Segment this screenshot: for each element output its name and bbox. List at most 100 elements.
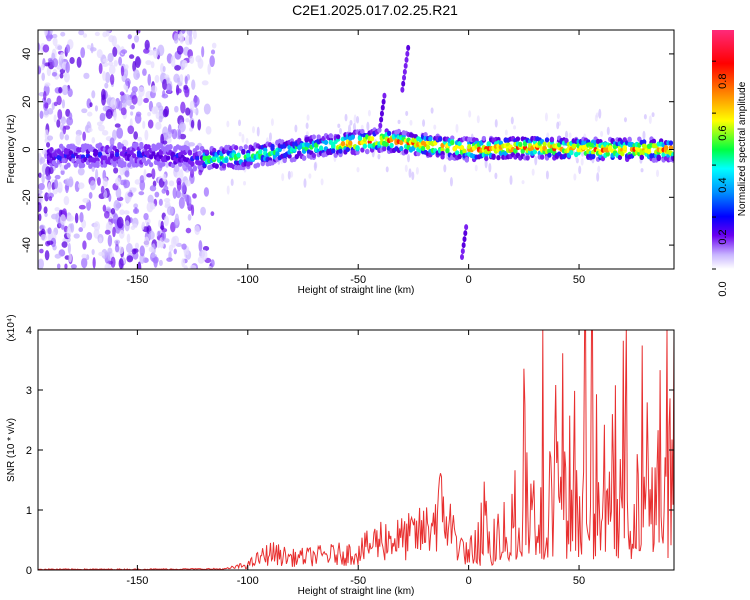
spectral-cell <box>47 108 54 115</box>
spectral-cell <box>578 165 582 175</box>
spectral-cell <box>185 227 192 234</box>
spectral-cell <box>151 168 156 180</box>
spectral-cell <box>450 135 455 141</box>
spectral-cell <box>108 64 116 75</box>
spectral-cell <box>352 122 356 132</box>
spectral-cell <box>123 210 130 215</box>
spectral-cell <box>651 112 655 118</box>
spectral-cell <box>94 105 99 112</box>
top-xtick-label: -150 <box>126 274 148 286</box>
spectral-cell <box>118 258 124 269</box>
spectral-cell <box>178 197 185 209</box>
colorbar-tick-label: 0.2 <box>717 229 729 244</box>
spectral-cell <box>568 132 572 139</box>
spectral-cell <box>43 206 48 214</box>
spectral-cell <box>189 127 193 132</box>
spectral-cell <box>53 114 57 123</box>
spectral-cell <box>542 141 547 147</box>
spectral-cell <box>173 248 177 255</box>
spectral-cell <box>337 123 341 129</box>
spectral-cell <box>379 110 384 117</box>
spectral-cell <box>408 168 412 178</box>
spectral-cell <box>454 150 460 156</box>
spectral-cell <box>153 256 158 268</box>
spectral-cell <box>166 206 174 216</box>
spectral-cell <box>639 154 644 160</box>
spectral-cell <box>189 264 197 269</box>
spectral-cell <box>360 128 365 135</box>
spectral-cell <box>115 187 122 199</box>
spectral-cell <box>113 109 117 121</box>
spectral-cell <box>179 133 187 140</box>
top-xtick-label: -100 <box>237 274 259 286</box>
spectral-cell <box>308 173 312 179</box>
spectral-cell <box>38 213 42 222</box>
spectral-cell <box>175 189 182 199</box>
spectral-cell <box>158 259 163 267</box>
spectral-cell <box>112 226 116 238</box>
spectral-cell <box>166 257 173 262</box>
spectral-cell <box>95 168 99 181</box>
spectral-cell <box>119 229 125 239</box>
spectral-cell <box>154 74 160 83</box>
spectral-cell <box>460 248 465 255</box>
spectral-cell <box>151 106 158 115</box>
spectral-cell <box>147 119 154 129</box>
spectral-cell <box>67 178 74 187</box>
spectral-cell <box>340 140 346 147</box>
spectral-cell <box>102 71 107 81</box>
spectral-cell <box>64 263 68 269</box>
spectral-cell <box>569 150 574 156</box>
spectral-cell <box>51 71 58 77</box>
spectral-cell <box>87 127 93 133</box>
spectral-cell <box>143 213 149 221</box>
spectral-cell <box>357 135 363 142</box>
spectral-cell <box>70 264 77 269</box>
spectral-cell <box>54 162 59 168</box>
top-ylabel: Frequency (Hz) <box>6 115 17 184</box>
spectral-cell <box>120 107 127 116</box>
bottom-xtick-label: 50 <box>573 575 585 587</box>
spectral-cell <box>114 151 120 158</box>
spectral-cell <box>185 107 191 116</box>
spectral-cell <box>513 125 517 130</box>
spectral-cell <box>158 115 163 123</box>
spectral-cell <box>203 187 210 197</box>
spectral-cell <box>104 82 109 89</box>
spectral-cell <box>160 220 164 231</box>
spectral-cell <box>270 145 275 151</box>
spectral-cell <box>82 240 87 250</box>
spectral-cell <box>192 95 200 107</box>
spectral-cell <box>164 74 170 79</box>
spectral-cell <box>362 143 368 149</box>
snr-line-layer <box>38 330 674 570</box>
top-xtick-label: 50 <box>573 274 585 286</box>
spectral-cell <box>75 133 81 146</box>
spectral-cell <box>172 235 180 245</box>
spectral-cell <box>46 66 52 77</box>
spectral-cell <box>181 59 188 68</box>
spectral-cell <box>132 208 140 215</box>
spectral-cell <box>190 161 195 167</box>
spectral-cell <box>597 165 601 173</box>
spectral-cell <box>195 55 202 63</box>
spectral-cell <box>549 136 555 142</box>
spectral-cell <box>105 109 113 120</box>
spectral-cell <box>168 143 173 150</box>
spectral-cell <box>102 204 107 212</box>
spectral-cell <box>233 145 239 151</box>
spectral-cell <box>188 34 193 45</box>
spectral-cell <box>105 30 111 33</box>
spectral-cell <box>210 49 216 55</box>
spectral-cell <box>389 142 394 148</box>
spectral-cell <box>88 192 93 199</box>
spectral-cell <box>255 162 261 168</box>
spectral-cell <box>617 154 623 161</box>
spectral-cell <box>380 104 385 111</box>
spectral-cell <box>147 194 154 204</box>
spectral-cell <box>355 145 360 151</box>
chart-title: C2E1.2025.017.02.25.R21 <box>292 2 458 18</box>
spectral-cell <box>564 130 568 139</box>
spectral-cell <box>76 56 82 68</box>
spectral-cell <box>138 86 145 97</box>
